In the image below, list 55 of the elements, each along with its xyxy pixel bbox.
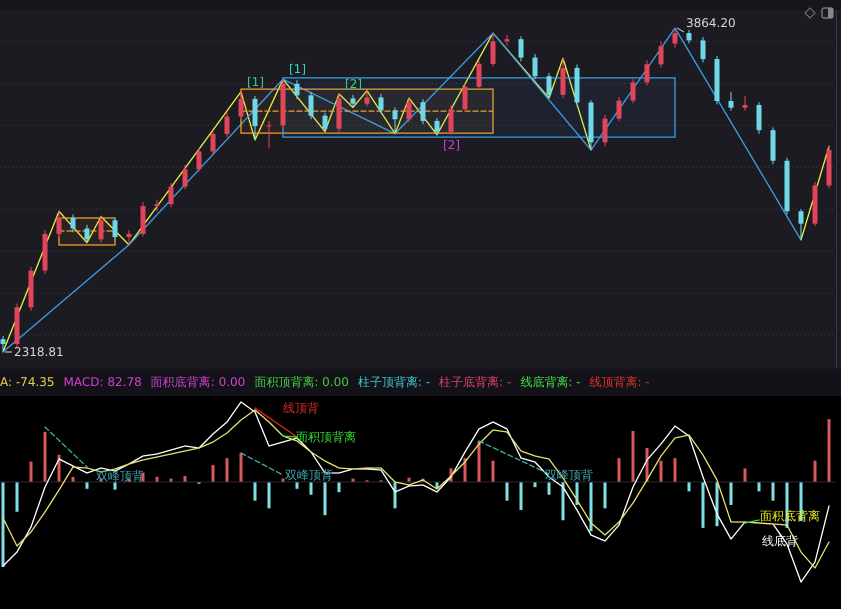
- bar: [632, 431, 634, 482]
- bar: [590, 482, 592, 532]
- annotation: [2]: [345, 76, 362, 91]
- text: 柱子底背离: -: [439, 375, 512, 389]
- bar: [212, 465, 214, 482]
- text: A: -74.35: [0, 375, 55, 389]
- bar: [394, 482, 396, 508]
- text: 线底背离: -: [520, 375, 580, 389]
- bar: [660, 460, 662, 482]
- annotation: 3864.20: [686, 16, 736, 30]
- bar: [520, 482, 522, 510]
- bar: [702, 482, 704, 528]
- bar: [58, 454, 60, 482]
- bar: [324, 482, 326, 516]
- annotation: 面积顶背离: [296, 430, 356, 444]
- bar: [296, 482, 298, 489]
- bar: [744, 468, 746, 482]
- bar: [506, 482, 508, 501]
- bar: [828, 419, 830, 482]
- text: 线顶背离: -: [589, 375, 650, 389]
- bar: [492, 460, 494, 482]
- text: 面积顶背离: 0.00: [254, 375, 349, 389]
- bar: [772, 482, 774, 501]
- bar: [86, 482, 88, 489]
- bar: [674, 458, 676, 482]
- annotation: [1]: [247, 74, 264, 89]
- bar: [464, 458, 466, 482]
- bar: [310, 482, 312, 495]
- bar: [562, 482, 564, 520]
- annotation: 2318.81: [14, 345, 64, 359]
- bar: [758, 482, 760, 492]
- bar: [44, 432, 46, 482]
- bar: [184, 476, 186, 482]
- annotation: [1]: [289, 62, 306, 76]
- text: MACD: 82.78: [64, 375, 142, 389]
- bar: [114, 482, 116, 490]
- annotation: [2]: [443, 138, 460, 152]
- bar: [730, 482, 732, 505]
- bar: [478, 441, 480, 482]
- bar: [2, 482, 4, 567]
- bar: [604, 482, 606, 508]
- text: 柱子顶背离: -: [358, 375, 430, 389]
- text: 面积底背离: 0.00: [150, 375, 246, 389]
- annotation: 线顶背: [283, 401, 319, 415]
- bar: [338, 482, 340, 492]
- bar: [618, 458, 620, 482]
- bar: [548, 482, 550, 495]
- bar: [16, 482, 18, 512]
- bar: [814, 460, 816, 482]
- bar: [688, 482, 690, 492]
- bar: [254, 482, 256, 501]
- bar: [226, 458, 228, 482]
- bar: [240, 453, 242, 482]
- bar: [268, 482, 270, 508]
- bar: [30, 462, 32, 482]
